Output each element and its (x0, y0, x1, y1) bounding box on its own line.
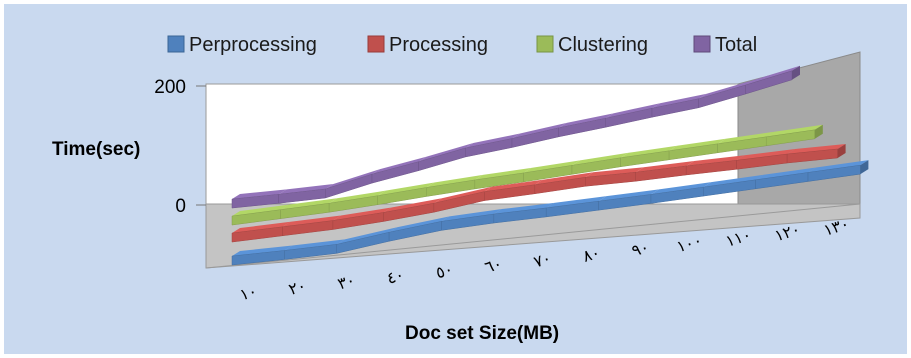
ribbon-top-processing-3 (383, 198, 442, 213)
ribbon-top-clustering-10 (717, 131, 775, 144)
ribbon-top-total-6 (512, 122, 567, 139)
x-tick-label: ٢٠ (286, 276, 308, 299)
x-tick-label: ٥٠ (433, 259, 455, 282)
ribbon-top-processing-0 (232, 221, 291, 234)
ribbon-top-processing-6 (534, 172, 594, 185)
ribbon-top-processing-8 (635, 160, 695, 173)
legend-swatch-perprocessing (167, 35, 185, 53)
legend-label-processing: Processing (389, 34, 488, 56)
ribbon-top-perprocessing-1 (284, 239, 345, 251)
ribbon-top-perprocessing-11 (808, 160, 869, 173)
ribbon-top-total-4 (418, 142, 474, 162)
ribbon-top-total-11 (745, 65, 800, 86)
ribbon-top-clustering-8 (620, 145, 678, 158)
series-total (231, 65, 800, 209)
x-tick-label: ٣٠ (335, 270, 357, 293)
x-tick-label: ١٠٠ (674, 230, 704, 256)
ribbon-top-clustering-11 (766, 124, 823, 137)
legend-label-perprocessing: Perprocessing (189, 34, 317, 56)
x-tick-label: ٩٠ (629, 237, 651, 260)
ribbon-top-processing-7 (585, 167, 644, 178)
y-tick-label-0: 0 (175, 196, 186, 217)
x-tick-label: ٦٠ (482, 254, 504, 277)
legend-swatch-total (693, 35, 711, 53)
legend-swatch-clustering (536, 35, 554, 53)
series-clustering (231, 124, 823, 226)
x-tick-label: ١١٠ (723, 225, 753, 251)
x-tick-layer: ١٠ ٢٠ ٣٠ ٤٠ ٥٠ ٦٠ ٧٠ ٨٠ ٩٠ ١٠٠ ١١٠ ١٢٠ ١٣٠ (237, 214, 851, 305)
ribbon-top-clustering-3 (377, 182, 435, 196)
ribbon-top-perprocessing-6 (546, 196, 607, 208)
ribbon-cap-total (792, 65, 800, 80)
ribbon-top-total-1 (278, 183, 334, 195)
x-tick-label: ١٠ (237, 281, 259, 304)
ribbon-top-processing-10 (736, 149, 796, 161)
ribbon-cap-clustering (814, 124, 823, 139)
legend: Perprocessing Processing Clustering Tota… (167, 34, 757, 56)
x-tick-label: ٧٠ (531, 248, 553, 271)
series-processing (231, 143, 846, 243)
ribbon-top-perprocessing-0 (232, 245, 293, 257)
ribbon-top-clustering-4 (426, 174, 483, 188)
ribbon-top-clustering-6 (523, 160, 580, 173)
legend-label-total: Total (715, 34, 757, 56)
y-axis-title: Time(sec) (52, 139, 140, 160)
legend-swatch-processing (367, 35, 385, 53)
series-layer (231, 65, 869, 266)
ribbon-top-perprocessing-2 (336, 227, 398, 245)
ribbon-top-total-9 (652, 93, 707, 109)
ribbon-top-perprocessing-8 (650, 182, 712, 195)
ribbon-top-processing-5 (484, 179, 543, 192)
ribbon-top-clustering-9 (669, 138, 726, 151)
ribbon-top-total-2 (325, 169, 380, 189)
ribbon-top-clustering-5 (474, 167, 532, 180)
ribbon-top-processing-2 (332, 207, 392, 221)
y-tick-label-200: 200 (154, 77, 186, 98)
ribbon-top-perprocessing-9 (703, 174, 764, 188)
ribbon-top-processing-4 (433, 186, 493, 204)
ribbon-top-total-8 (605, 103, 660, 119)
ribbon-top-total-0 (232, 189, 287, 200)
ribbon-top-total-10 (698, 80, 754, 99)
ribbon-cap-perprocessing (860, 160, 869, 175)
ribbon-top-perprocessing-5 (493, 202, 555, 215)
ribbon-top-clustering-2 (329, 190, 386, 204)
ribbon-top-total-5 (465, 133, 520, 148)
ribbon-top-clustering-7 (571, 152, 629, 166)
floor-edge (205, 203, 861, 269)
legend-label-clustering: Clustering (558, 34, 648, 56)
x-tick-label: ٨٠ (580, 243, 602, 266)
ribbon-top-processing-11 (787, 143, 846, 155)
ribbon-top-perprocessing-4 (441, 209, 502, 222)
ribbon-top-clustering-0 (232, 204, 289, 217)
ribbon-top-perprocessing-7 (598, 189, 659, 202)
ribbon-top-total-3 (372, 156, 427, 175)
ribbon-top-processing-9 (686, 155, 745, 166)
ribbon-cap-processing (837, 143, 846, 158)
ribbon-top-perprocessing-3 (389, 216, 450, 233)
ribbon-top-perprocessing-10 (755, 167, 817, 180)
ribbon-top-processing-1 (282, 215, 341, 227)
ribbon-top-clustering-1 (280, 198, 338, 210)
x-axis-title: Doc set Size(MB) (405, 323, 559, 344)
ribbon-top-total-7 (558, 113, 614, 128)
series-perprocessing (231, 160, 869, 266)
x-tick-label: ٤٠ (384, 265, 406, 288)
